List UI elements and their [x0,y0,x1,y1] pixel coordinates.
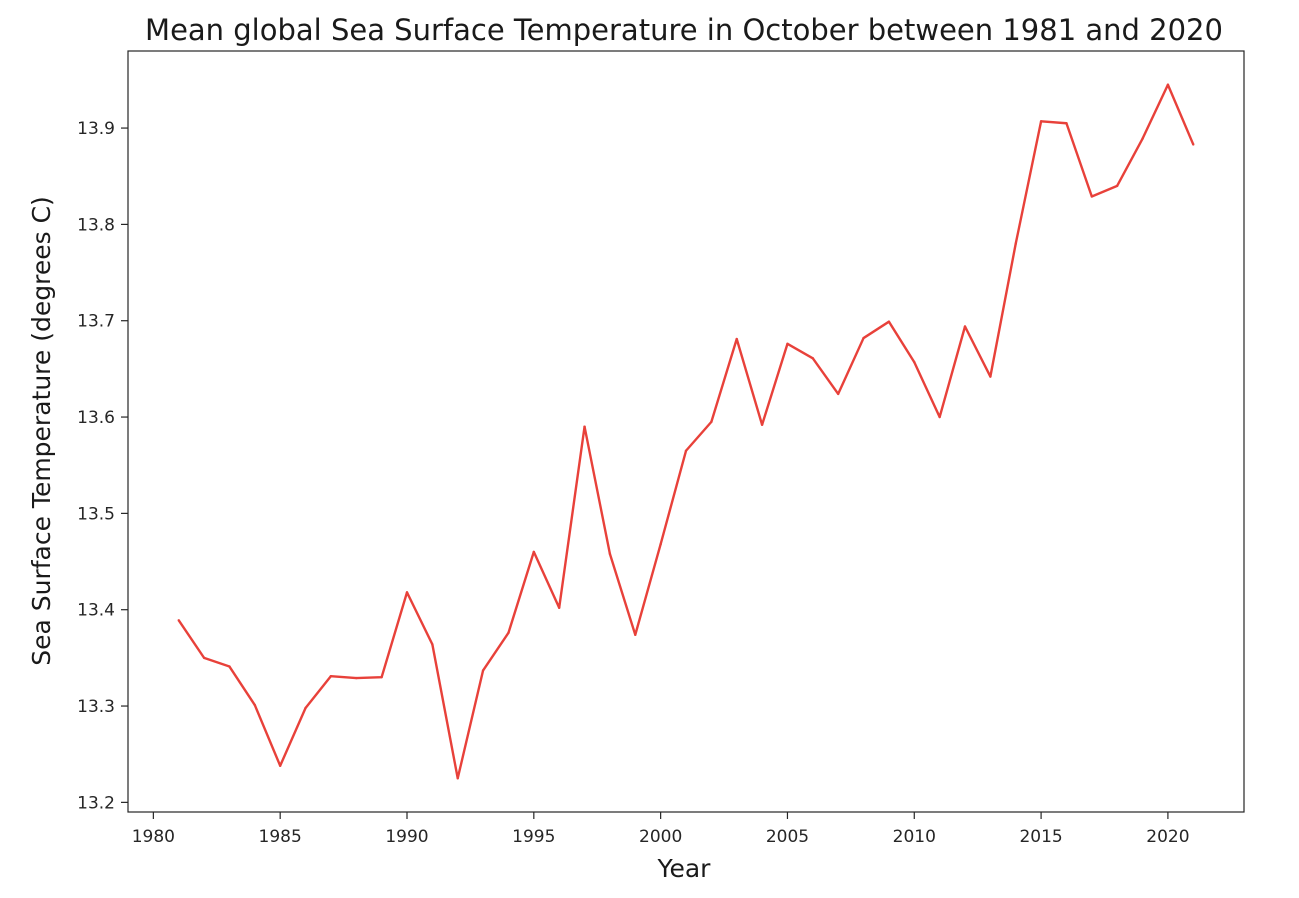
plot-area [127,50,1245,813]
x-tick-label: 1995 [512,827,555,847]
data-point [862,336,865,340]
data-point [228,665,231,668]
data-point [608,552,612,556]
data-point [963,325,967,328]
data-point [431,643,434,646]
y-tick-label: 13.8 [77,215,115,235]
data-point [557,606,561,609]
x-tick-label: 1985 [259,827,302,847]
y-tick-label: 13.4 [77,601,115,621]
data-point [532,550,536,554]
data-point [1192,143,1195,146]
x-tick-label: 2015 [1019,827,1062,847]
data-point [1065,122,1068,125]
data-point [710,420,713,424]
data-point [456,777,459,780]
x-axis: 1980 1985 1990 1995 2000 2005 2010 2015 2020 [132,812,1190,847]
y-tick-label: 13.6 [77,408,115,428]
data-point [1141,137,1144,140]
plot-frame [127,50,1245,813]
data-point [811,357,815,360]
data-point [202,656,206,660]
x-tick-label: 1990 [385,827,428,847]
data-point [329,674,333,678]
data-point [380,675,383,679]
y-axis-label: Sea Surface Temperature (degrees C) [27,196,56,666]
y-tick-label: 13.5 [77,504,115,524]
data-point [913,360,916,364]
data-point [1014,242,1017,245]
data-point [659,543,662,546]
data-point [253,703,257,707]
data-point [684,449,688,452]
data-point [1039,120,1043,123]
data-point [1090,195,1094,198]
data-point [583,425,586,428]
data-point [304,706,307,710]
data-point [887,320,891,323]
data-point [634,633,637,636]
x-tick-label: 2020 [1146,827,1189,847]
sst-series-line [177,83,1195,780]
y-tick-label: 13.3 [77,697,115,717]
series-layer [177,83,1195,780]
data-point [786,342,789,346]
data-point [355,676,358,680]
x-tick-label: 2000 [639,827,682,847]
x-tick-label: 2005 [766,827,809,847]
data-point [989,375,992,378]
data-point [735,337,738,341]
y-tick-label: 13.9 [77,119,115,139]
x-axis-label: Year [657,854,712,883]
data-point [938,415,941,419]
chart-title: Mean global Sea Surface Temperature in O… [145,13,1223,47]
y-axis: 13.2 13.3 13.4 13.5 13.6 13.7 13.8 13.9 [77,119,128,813]
data-point [405,591,409,594]
y-tick-label: 13.2 [77,793,115,813]
x-tick-label: 1980 [132,827,175,847]
x-tick-label: 2010 [893,827,936,847]
data-point [278,764,282,767]
data-point [1115,184,1119,188]
data-point [836,392,840,396]
data-point [507,631,510,635]
data-point [1166,83,1170,86]
data-point [760,423,764,426]
y-tick-label: 13.7 [77,312,115,332]
data-point [481,669,485,672]
data-point [177,619,180,622]
